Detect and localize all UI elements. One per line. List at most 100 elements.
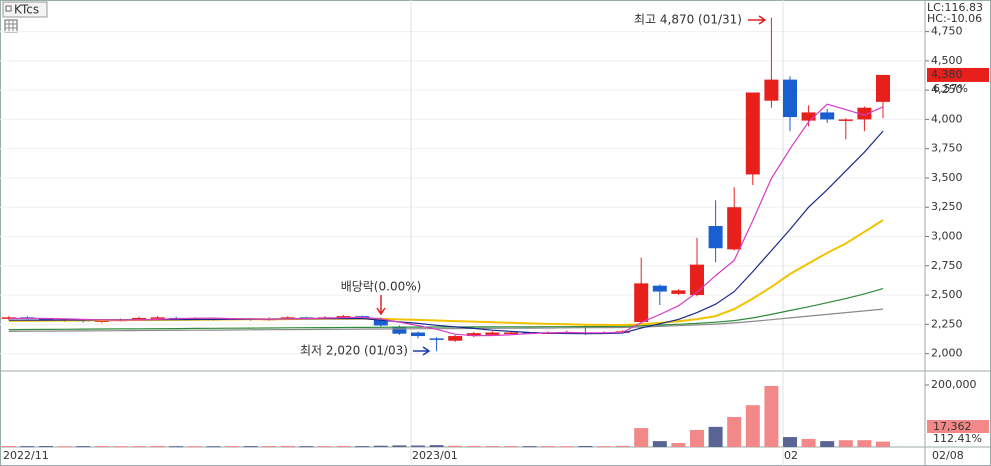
volume-bar [225, 446, 239, 448]
volume-bar [299, 446, 314, 448]
volume-bar [150, 445, 165, 447]
y-tick-label: 2,500 [931, 288, 963, 301]
volume-bar [243, 446, 258, 448]
candle-body [466, 333, 481, 337]
last-volume-box [927, 420, 989, 433]
volume-bar [355, 446, 370, 448]
volume-bar [39, 446, 53, 448]
volume-bar [615, 445, 630, 447]
volume-bar [411, 445, 425, 447]
moving-average-line [8, 288, 884, 331]
y-tick-label: 3,250 [931, 200, 963, 213]
candle-body [671, 290, 686, 294]
y-tick-label: 3,000 [931, 230, 963, 243]
candle-body [838, 119, 853, 121]
candle-body [820, 112, 835, 120]
candle-body [764, 79, 779, 101]
y-tick-label: 2,750 [931, 259, 963, 272]
candle-body [132, 317, 146, 320]
candle-body [876, 74, 890, 102]
candle-body [429, 338, 444, 340]
candle-body [504, 332, 518, 335]
last-change: 6.57% [933, 82, 968, 95]
volume-bar [764, 385, 779, 447]
volume-bar [634, 428, 649, 447]
candle-body [745, 92, 760, 175]
volume-bar [541, 446, 556, 448]
volume-bar [559, 446, 574, 448]
current-date: 02/08 [932, 449, 964, 462]
moving-average-line [8, 103, 884, 337]
grid-icon[interactable] [4, 19, 18, 33]
indicator: LC:116.83 [927, 1, 983, 14]
volume-bar [690, 429, 704, 447]
volume-bar [522, 446, 537, 448]
volume-bar [373, 445, 388, 447]
y-tick-label: 3,500 [931, 171, 963, 184]
candle-body [39, 318, 53, 320]
moving-average-line [8, 308, 884, 332]
y-tick-label: 4,500 [931, 54, 963, 67]
low-annotation: 최저 2,020 (01/03) [300, 344, 408, 358]
volume-bar [578, 445, 593, 447]
volume-bar [206, 446, 221, 448]
y-tick-label: 2,000 [931, 347, 963, 360]
grid-icon-lines [5, 20, 17, 32]
volume-bar [1, 446, 16, 448]
volume-bar [187, 446, 202, 448]
chart-title: KTcs [14, 3, 39, 17]
candle-body [336, 316, 351, 318]
volume-bar [838, 440, 853, 447]
volume-bar [597, 446, 611, 448]
volume-bar [280, 445, 295, 447]
candle-body [783, 79, 797, 118]
last-volume-change: 112.41% [933, 432, 982, 445]
title-box[interactable]: KTcs [2, 1, 48, 18]
volume-bar [76, 446, 91, 448]
volume-bar [485, 446, 500, 448]
volume-bar [429, 445, 444, 447]
grid-icon-frame [4, 19, 18, 33]
high-annotation: 최고 4,870 (01/31) [634, 13, 742, 27]
volume-bar [113, 446, 128, 448]
volume-bar [392, 445, 407, 447]
volume-bar [745, 405, 760, 447]
annotation-arrow [413, 346, 431, 356]
volume-bar [820, 441, 835, 447]
volume-bar [169, 446, 184, 448]
y-tick-label: 2,250 [931, 317, 963, 330]
candle-body [690, 264, 704, 296]
y-tick-label: 4,000 [931, 112, 963, 125]
candle-body [708, 225, 723, 249]
volume-bar [671, 442, 686, 447]
annotation-arrow [748, 15, 767, 25]
dividend-annotation: 배당락(0.00%) [341, 280, 422, 294]
volume-bar [262, 445, 277, 447]
last-price-label: 4,380 [931, 68, 963, 81]
title-icon [5, 5, 12, 12]
indicator: HC:-10.06 [927, 12, 982, 25]
candle-body [801, 112, 816, 121]
candle-body [448, 336, 463, 341]
volume-bar [857, 440, 872, 447]
volume-bar [466, 445, 481, 447]
annotation-arrow [376, 295, 386, 316]
volume-bar [708, 426, 723, 447]
volume-bar [801, 438, 816, 447]
candle-body [652, 285, 667, 292]
y-tick-label: 4,750 [931, 25, 963, 38]
candle-body [411, 332, 425, 337]
volume-bar [20, 446, 35, 448]
volume-bar [504, 446, 518, 448]
last-price-box [927, 67, 989, 82]
candle-body [485, 332, 500, 335]
volume-bar [783, 437, 797, 447]
x-tick-label: 2023/01 [412, 449, 458, 462]
last-volume-label: 17,362 [933, 420, 972, 433]
volume-bar [57, 446, 72, 448]
y-tick-label: 4,250 [931, 83, 963, 96]
volume-bar [652, 441, 667, 447]
x-tick-label: 02 [784, 449, 798, 462]
